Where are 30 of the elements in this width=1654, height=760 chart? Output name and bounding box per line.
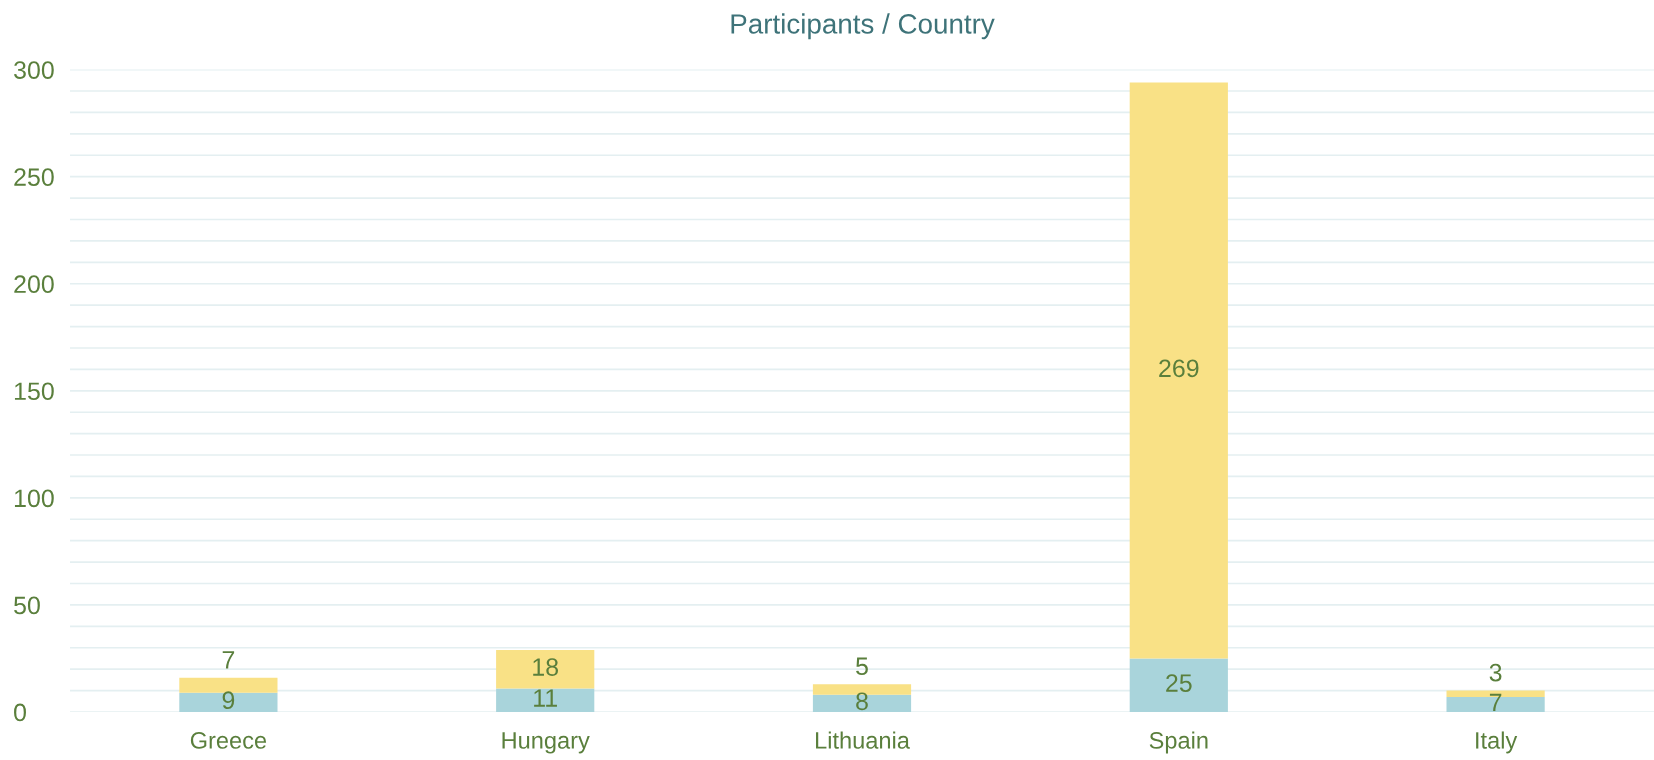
bar [496,688,595,712]
data-label: 5 [856,657,868,676]
y-tick-label: 200 [14,275,54,294]
y-tick-label: 300 [14,61,54,79]
bar [496,649,595,689]
x-tick-label: Lithuania [816,731,910,749]
data-label: 8 [856,692,868,711]
data-label: 7 [1489,693,1502,711]
data-label: 18 [533,658,559,676]
y-tick-label: 0 [14,703,26,722]
data-label: 7 [222,651,235,669]
bar [812,694,912,712]
data-label: 3 [1489,663,1502,682]
x-tick-label: Hungary [502,732,590,754]
data-label: 11 [534,689,557,707]
y-tick-label: 150 [14,382,54,401]
x-tick-label: Spain [1149,731,1208,754]
x-tick-label: Greece [190,732,267,749]
data-label: 25 [1166,674,1192,692]
bar [179,677,278,693]
bar [1129,658,1228,712]
data-label: 269 [1159,359,1199,378]
x-tick-label: Italy [1476,731,1518,754]
y-tick-label: 250 [14,168,54,186]
chart-title: Participants / Country [731,13,995,40]
bar [179,692,278,712]
bar [1129,82,1228,659]
y-tick-label: 50 [14,596,40,615]
y-tick-label: 100 [14,489,54,508]
data-label: 9 [222,691,235,710]
